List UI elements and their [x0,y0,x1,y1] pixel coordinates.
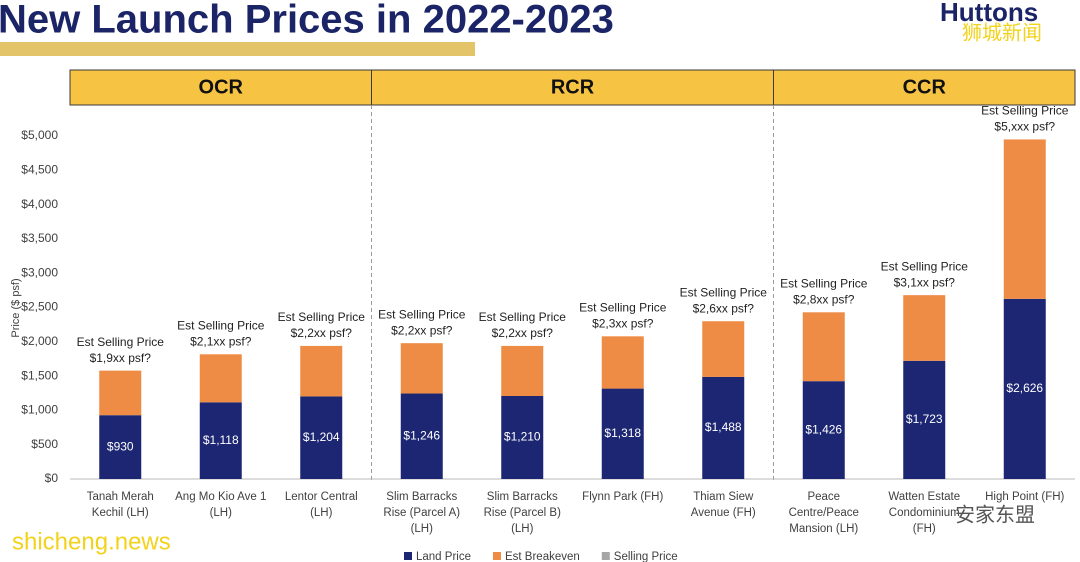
bar-segment [501,345,544,396]
region-header [773,69,1076,106]
legend-swatch [601,552,610,560]
bar-segment [300,396,343,479]
bar-segment [501,395,544,479]
watermark: 狮城新闻 [962,21,1042,44]
x-tick-label: Slim Barracks Rise (Parcel A) (LH) [383,491,460,535]
bar-segment [903,295,946,361]
watermark: shicheng.news [12,528,171,555]
legend-label: Selling Price [614,551,678,562]
annotation: Est Selling Price [680,285,768,299]
bar-segment [199,402,242,479]
title-underline [0,42,475,56]
annotation: Est Selling Price [579,300,667,314]
bar-segment [1003,298,1046,479]
annotation: Est Selling Price [780,276,868,290]
region-label: OCR [199,76,244,98]
annotation: Est Selling Price [881,259,969,273]
annotation: $2,6xx psf? [693,301,755,315]
x-tick-label: Flynn Park (FH) [582,491,663,503]
y-tick-label: $3,500 [21,231,58,245]
brand: Huttons [940,0,1038,27]
x-tick-label: High Point (FH) [985,491,1064,503]
x-tick-label: Slim Barracks Rise (Parcel B) (LH) [484,491,561,535]
annotation: $2,3xx psf? [592,316,654,330]
y-tick-label: $5,000 [21,128,58,142]
watermark: 安家东盟 [955,503,1035,526]
bar-segment [601,336,644,389]
annotation: $2,1xx psf? [190,334,252,348]
y-tick-label: $500 [31,437,58,451]
y-tick-label: $0 [45,471,59,485]
data-label: $1,723 [906,412,943,426]
region-label: CCR [903,76,947,98]
bar-segment [802,312,845,382]
region-label: RCR [551,76,595,98]
data-label: $1,426 [805,422,842,436]
x-tick-label: Ang Mo Kio Ave 1 (LH) [175,491,266,519]
bar-segment [99,370,142,416]
bar-segment [802,381,845,479]
annotation: $2,2xx psf? [391,323,453,337]
annotation: $2,2xx psf? [492,326,554,340]
x-tick-label: Lentor Central (LH) [285,491,358,519]
data-label: $930 [107,439,134,453]
annotation: $3,1xx psf? [894,275,956,289]
bar-segment [702,376,745,479]
data-label: $1,118 [203,433,239,447]
bar-segment [400,343,443,394]
data-label: $1,246 [403,428,440,442]
annotation: Est Selling Price [981,104,1069,118]
legend-swatch [492,552,501,560]
bar-segment [99,415,142,479]
annotation: Est Selling Price [77,335,165,349]
annotation: Est Selling Price [378,307,466,321]
legend-label: Est Breakeven [505,551,580,562]
bar-segment [199,354,242,403]
y-tick-label: $4,000 [21,197,58,211]
annotation: Est Selling Price [479,310,567,324]
x-tick-label: Tanah Merah Kechil (LH) [87,491,154,519]
data-label: $1,318 [604,426,641,440]
legend-swatch [404,552,412,560]
annotation: $5,xxx psf? [994,120,1055,134]
y-tick-label: $2,500 [21,300,58,314]
bar-segment [702,321,745,377]
data-label: $2,626 [1006,381,1043,395]
bar-segment [601,388,644,479]
annotation: $1,9xx psf? [90,351,152,365]
x-tick-label: Watten Estate Condominium (FH) [888,491,960,535]
data-label: $1,488 [705,420,742,434]
y-tick-label: $1,000 [21,403,58,417]
bar-segment [300,345,343,397]
legend-label: Land Price [416,551,471,562]
annotation: Est Selling Price [177,318,265,332]
annotation: Est Selling Price [278,310,366,324]
y-tick-label: $4,500 [21,162,58,176]
data-label: $1,210 [504,430,541,444]
x-tick-label: Thiam Siew Avenue (FH) [691,491,756,519]
bar-segment [1003,139,1046,299]
y-tick-label: $1,500 [21,368,58,382]
y-tick-label: $2,000 [21,334,58,348]
y-axis-label: Price ($ psf) [10,278,22,337]
bar-segment [400,393,443,479]
y-tick-label: $3,000 [21,265,58,279]
annotation: $2,8xx psf? [793,292,855,306]
data-label: $1,204 [303,430,340,444]
x-tick-label: Peace Centre/Peace Mansion (LH) [789,491,859,535]
annotation: $2,2xx psf? [291,326,353,340]
bar-segment [903,360,946,479]
page-title: New Launch Prices in 2022-2023 [0,0,614,42]
